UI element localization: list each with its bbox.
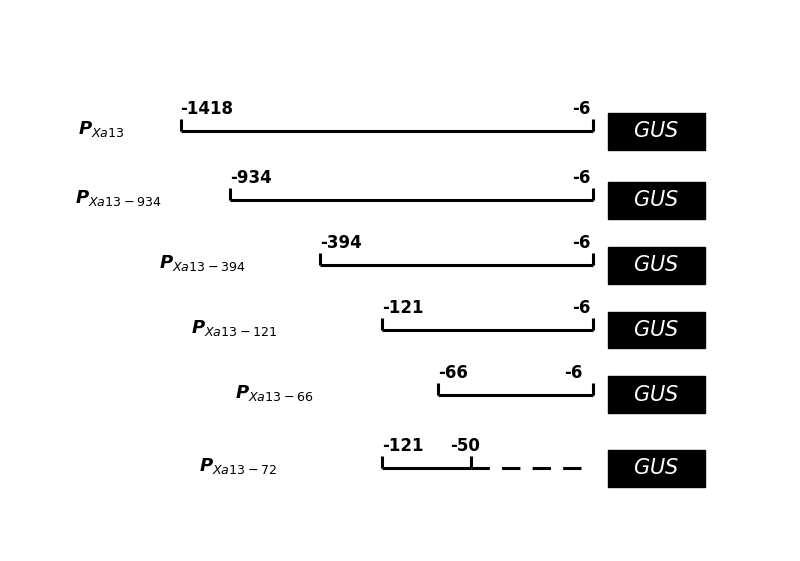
Text: -6: -6 [573, 100, 591, 118]
Text: -50: -50 [450, 437, 480, 455]
Bar [608, 311, 705, 348]
Text: -6: -6 [573, 299, 591, 317]
Text: $\boldsymbol{P}_{\mathbf{\mathit{Xa13-66}}}$: $\boldsymbol{P}_{\mathbf{\mathit{Xa13-66… [235, 383, 314, 403]
Text: $\mathbf{\mathit{GUS}}$: $\mathbf{\mathit{GUS}}$ [634, 320, 679, 340]
Text: -6: -6 [573, 169, 591, 187]
Text: $\boldsymbol{P}_{\mathbf{\mathit{Xa13-934}}}$: $\boldsymbol{P}_{\mathbf{\mathit{Xa13-93… [75, 188, 162, 208]
Text: -1418: -1418 [181, 100, 234, 118]
Bar [608, 247, 705, 283]
Bar [608, 182, 705, 219]
Text: -66: -66 [438, 364, 468, 382]
Text: -394: -394 [320, 234, 362, 252]
Text: $\boldsymbol{P}_{\mathbf{\mathit{Xa13-394}}}$: $\boldsymbol{P}_{\mathbf{\mathit{Xa13-39… [159, 253, 246, 273]
Text: $\boldsymbol{P}_{\mathbf{\mathit{Xa13-72}}}$: $\boldsymbol{P}_{\mathbf{\mathit{Xa13-72… [198, 456, 277, 476]
Text: $\mathbf{\mathit{GUS}}$: $\mathbf{\mathit{GUS}}$ [634, 385, 679, 404]
Text: $\boldsymbol{P}_{\mathbf{\mathit{Xa13}}}$: $\boldsymbol{P}_{\mathbf{\mathit{Xa13}}}… [78, 119, 125, 139]
Text: -934: -934 [230, 169, 272, 187]
Text: $\boldsymbol{P}_{\mathbf{\mathit{Xa13-121}}}$: $\boldsymbol{P}_{\mathbf{\mathit{Xa13-12… [190, 318, 277, 338]
Text: -121: -121 [382, 437, 424, 455]
Text: $\mathbf{\mathit{GUS}}$: $\mathbf{\mathit{GUS}}$ [634, 190, 679, 210]
Bar [608, 450, 705, 486]
Bar [608, 113, 705, 150]
Text: -6: -6 [573, 234, 591, 252]
Text: $\mathbf{\mathit{GUS}}$: $\mathbf{\mathit{GUS}}$ [634, 458, 679, 478]
Text: -6: -6 [564, 364, 582, 382]
Text: -121: -121 [382, 299, 424, 317]
Text: $\mathbf{\mathit{GUS}}$: $\mathbf{\mathit{GUS}}$ [634, 255, 679, 275]
Bar [608, 376, 705, 413]
Text: $\mathbf{\mathit{GUS}}$: $\mathbf{\mathit{GUS}}$ [634, 121, 679, 141]
